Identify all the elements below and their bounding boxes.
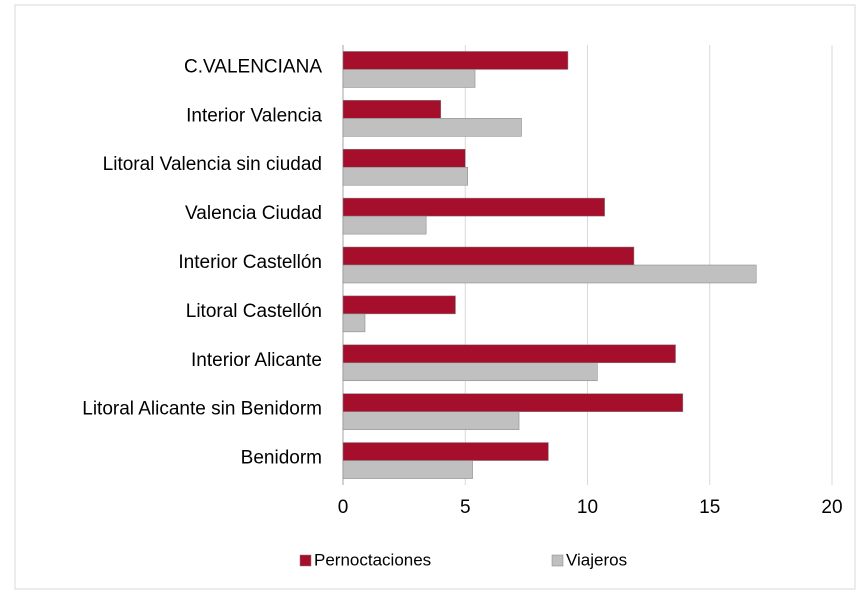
x-tick-label: 15 [699, 497, 720, 518]
bar [342, 393, 684, 412]
bar [342, 295, 456, 315]
bar [342, 313, 366, 333]
y-tick-label: Valencia Ciudad [185, 203, 322, 224]
bar [342, 51, 569, 70]
bar [342, 442, 549, 461]
y-tick-label: Litoral Valencia sin ciudad [103, 154, 322, 175]
bar [342, 148, 466, 168]
y-tick-label: Interior Valencia [186, 105, 322, 126]
bar [342, 264, 757, 284]
y-tick-label: Benidorm [241, 448, 322, 469]
legend-label: Viajeros [566, 550, 627, 569]
y-tick-label: C.VALENCIANA [184, 56, 322, 77]
bar [342, 362, 598, 382]
bar [342, 100, 442, 119]
x-tick-label: 20 [821, 497, 842, 518]
y-tick-label: Litoral Castellón [186, 301, 322, 322]
bar [342, 344, 676, 364]
legend-swatch [551, 554, 564, 567]
bar [342, 118, 522, 137]
x-tick-label: 5 [460, 497, 471, 518]
y-tick-label: Litoral Alicante sin Benidorm [82, 399, 322, 420]
bar [342, 411, 520, 430]
bar [342, 166, 468, 186]
x-tick-label: 0 [338, 497, 349, 518]
bar [342, 215, 427, 235]
legend-swatch [299, 554, 312, 567]
bar [342, 197, 605, 217]
bar [342, 69, 476, 88]
bar [342, 246, 635, 266]
bar [342, 460, 473, 479]
y-tick-label: Interior Castellón [178, 252, 322, 273]
y-tick-label: Interior Alicante [191, 350, 322, 371]
legend-label: Pernoctaciones [314, 550, 431, 569]
x-tick-label: 10 [577, 497, 598, 518]
